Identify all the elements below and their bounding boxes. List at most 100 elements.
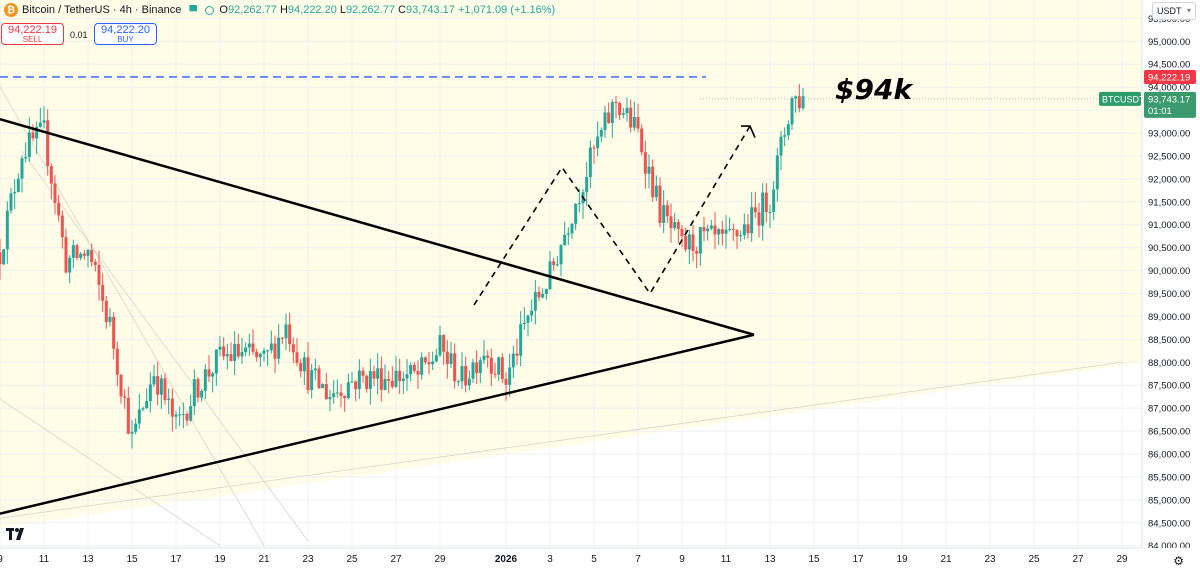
- candle-body-98: [357, 370, 361, 390]
- candle-body-41: [148, 384, 152, 402]
- candle-body-155: [566, 233, 570, 235]
- chevron-down-icon: ▾: [1186, 6, 1191, 15]
- price-tick-13: 90,500.00: [1148, 243, 1190, 254]
- candle-body-24: [86, 249, 90, 256]
- candle-body-118: [431, 361, 435, 365]
- price-axis[interactable]: 84,000.00 84,500.00 85,000.00 85,500.00 86,0…: [1141, 0, 1200, 570]
- candle-body-45: [163, 378, 167, 400]
- candle-body-106: [387, 378, 391, 381]
- candle-body-21: [75, 245, 79, 258]
- candle-body-216: [790, 98, 794, 125]
- candle-body-177: [647, 166, 651, 174]
- symbol-tag: [1099, 91, 1141, 106]
- price-tick-14: 91,000.00: [1148, 220, 1190, 231]
- time-tick-24: 27: [1072, 554, 1084, 565]
- candle-body-47: [170, 398, 174, 417]
- candle-body-91: [332, 393, 336, 398]
- grid-lines: [0, 0, 1142, 548]
- candle-body-146: [533, 291, 537, 311]
- price-tick-20: 94,000.00: [1148, 83, 1190, 94]
- time-tick-8: 25: [346, 554, 358, 565]
- time-tick-12: 3: [547, 554, 553, 565]
- candle-body-167: [610, 102, 614, 123]
- candle-body-117: [427, 362, 431, 365]
- candle-body-133: [486, 355, 490, 358]
- projection-arrowhead: [741, 125, 756, 138]
- candle-body-28: [101, 284, 105, 301]
- candle-body-12: [42, 120, 46, 123]
- candle-body-95: [346, 382, 350, 399]
- candle-body-38: [137, 409, 141, 424]
- candle-body-84: [306, 357, 310, 391]
- last-price-tag-text: 93,743.17: [1148, 94, 1190, 105]
- high-label: H: [279, 4, 288, 16]
- candle-body-123: [449, 353, 453, 364]
- candle-body-132: [482, 355, 486, 361]
- candle-body-175: [640, 128, 644, 153]
- candle-body-103: [376, 368, 380, 379]
- projection-path: [473, 125, 751, 306]
- flag-icon[interactable]: [189, 5, 199, 15]
- currency-selector[interactable]: USDT ▾: [1152, 2, 1196, 20]
- time-axis[interactable]: 9 11 13 15 17 19 21 23 25 27 29 2026 3 5 7 9 11 13 15 17 19 2…: [0, 547, 1200, 570]
- candle-body-151: [552, 261, 556, 265]
- candle-body-66: [240, 352, 244, 357]
- candle-body-161: [588, 147, 592, 178]
- candle-body-154: [563, 234, 567, 246]
- price-tick-11: 89,500.00: [1148, 289, 1190, 300]
- candle-body-94: [343, 396, 347, 399]
- countdown-text: 01:01: [1148, 106, 1172, 117]
- candle-body-164: [599, 130, 603, 137]
- time-tick-20: 19: [896, 554, 908, 565]
- candle-body-6: [20, 158, 24, 179]
- candle-body-152: [555, 264, 559, 266]
- candle-body-176: [643, 152, 647, 174]
- low-label: L: [339, 4, 347, 16]
- candle-body-199: [728, 229, 732, 231]
- candle-body-219: [801, 96, 805, 109]
- candle-body-78: [284, 324, 288, 339]
- candle-body-169: [618, 103, 622, 115]
- candle-body-104: [379, 368, 383, 390]
- candle-body-193: [706, 228, 710, 232]
- candle-body-15: [53, 183, 57, 203]
- candle-body-36: [130, 431, 134, 434]
- candle-body-198: [724, 229, 728, 234]
- candle-body-99: [361, 370, 365, 376]
- candle-body-60: [218, 346, 222, 350]
- candle-body-174: [636, 116, 640, 129]
- sell-button[interactable]: 94,222.19 SELL: [1, 23, 64, 45]
- candle-body-64: [233, 343, 237, 361]
- candle-body-215: [786, 124, 790, 136]
- candle-body-101: [368, 371, 372, 389]
- drawings: [0, 76, 1142, 515]
- price-tick-5: 86,500.00: [1148, 427, 1190, 438]
- candle-body-39: [141, 408, 145, 410]
- candle-body-138: [504, 378, 508, 385]
- gear-icon[interactable]: ⚙: [1173, 554, 1184, 568]
- candle-body-186: [680, 228, 684, 237]
- candle-body-75: [273, 343, 277, 359]
- candle-body-156: [570, 223, 574, 234]
- candle-body-134: [489, 357, 493, 374]
- time-tick-13: 5: [591, 554, 597, 565]
- time-tick-1: 11: [39, 554, 50, 565]
- symbol-title[interactable]: Bitcoin / TetherUS · 4h · Binance: [22, 4, 182, 16]
- candle-body-16: [57, 202, 61, 216]
- candle-body-30: [108, 316, 112, 322]
- candle-body-74: [269, 343, 273, 351]
- quantity-value[interactable]: 0.01: [70, 30, 88, 40]
- candle-body-165: [603, 112, 607, 131]
- last-price-tag: [1144, 91, 1196, 118]
- price-tick-17: 92,500.00: [1148, 151, 1190, 162]
- time-tick-19: 17: [852, 554, 864, 565]
- candle-body-37: [134, 423, 138, 432]
- price-tick-2: 85,000.00: [1148, 495, 1190, 506]
- price-tick-0: 84,000.00: [1148, 541, 1190, 552]
- candle-body-214: [783, 135, 787, 137]
- candle-body-49: [178, 414, 182, 416]
- buy-button[interactable]: 94,222.20 BUY: [94, 23, 157, 45]
- candle-body-17: [60, 215, 64, 238]
- candle-body-145: [530, 310, 534, 316]
